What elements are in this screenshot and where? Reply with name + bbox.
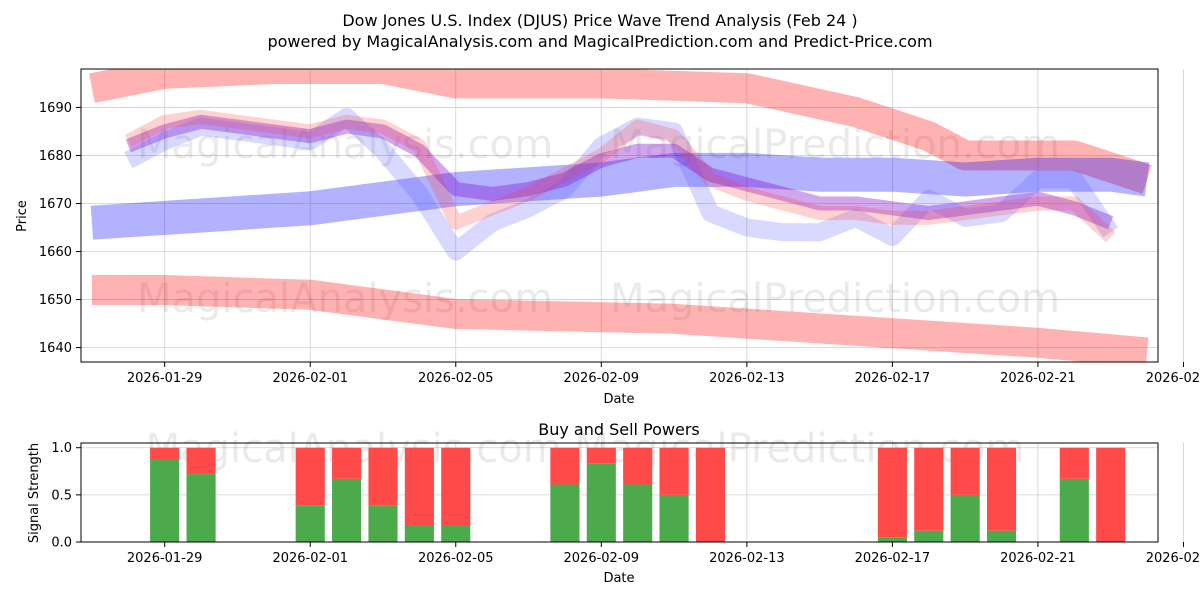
price-x-tick-label: 2026-02-17 — [855, 371, 931, 386]
sell-bar — [441, 447, 471, 526]
price-x-tick-label: 2026-02-25 — [1146, 371, 1200, 386]
signal-bars — [150, 447, 1126, 542]
sell-bar — [368, 447, 398, 506]
chart-title: Dow Jones U.S. Index (DJUS) Price Wave T… — [342, 11, 857, 30]
signal-frame — [80, 442, 1159, 543]
price-grid — [81, 69, 1184, 362]
sell-bar — [550, 447, 580, 485]
price-y-tick-label: 1640 — [39, 341, 72, 356]
buy-bar — [659, 494, 689, 542]
series-red-wave-c — [125, 110, 1116, 243]
signal-x-tick-label: 2026-02-17 — [855, 551, 931, 566]
price-x-tick-label: 2026-02-21 — [1000, 371, 1076, 386]
price-y-ticks: 1640 1650 1660 1670 1680 1690 — [39, 101, 81, 356]
sell-bar — [986, 447, 1017, 531]
price-y-tick-label: 1680 — [39, 149, 72, 164]
buy-bar — [368, 505, 398, 542]
sell-bar — [1059, 447, 1089, 479]
sell-bar — [623, 447, 653, 485]
signal-y-ticks: 0.0 0.5 1.0 — [51, 441, 81, 551]
price-y-tick-label: 1670 — [39, 197, 72, 212]
price-y-tick-label: 1660 — [39, 245, 72, 260]
signal-x-tick-label: 2026-02-05 — [418, 551, 494, 566]
sell-bar — [586, 447, 616, 464]
sell-bar — [186, 447, 216, 475]
buy-bar — [586, 463, 616, 542]
sell-bar — [332, 447, 362, 479]
watermark-3: MagicalAnalysis.com — [137, 276, 553, 322]
buy-bar — [150, 459, 180, 542]
series-purple-wave-a — [125, 114, 1114, 230]
price-plot-area — [81, 69, 1158, 362]
signal-y-tick-label: 0.0 — [51, 536, 72, 551]
signal-x-tick-label: 2026-02-25 — [1146, 551, 1200, 566]
buy-bar — [404, 525, 434, 542]
sell-bar — [404, 447, 434, 526]
buy-bar — [877, 537, 907, 542]
price-panel: MagicalAnalysis.com MagicalPrediction.co… — [15, 68, 1200, 407]
sell-bar — [877, 447, 907, 538]
chart-subtitle: powered by MagicalAnalysis.com and Magic… — [267, 32, 932, 51]
sell-bar — [950, 447, 980, 495]
price-y-tick-label: 1690 — [39, 101, 72, 116]
watermark-2: MagicalPrediction.com — [610, 122, 1060, 168]
signal-x-tick-label: 2026-01-29 — [127, 551, 203, 566]
series-red-upper-band — [88, 69, 1152, 194]
sell-bar — [914, 447, 944, 531]
buy-bar — [550, 484, 580, 542]
signal-x-tick-label: 2026-02-21 — [1000, 551, 1076, 566]
buy-bar — [950, 494, 980, 542]
price-x-tick-label: 2026-02-01 — [272, 371, 348, 386]
signal-x-label: Date — [603, 571, 634, 586]
buy-bar — [1059, 478, 1089, 542]
series-purple-wave-b — [124, 108, 1119, 261]
signal-x-tick-label: 2026-02-13 — [709, 551, 785, 566]
series-red-lower-band — [91, 275, 1149, 362]
buy-bar — [914, 530, 944, 542]
buy-bar — [186, 474, 216, 542]
buy-bar — [986, 530, 1017, 542]
signal-x-tick-label: 2026-02-01 — [272, 551, 348, 566]
price-frame — [80, 68, 1159, 363]
price-series — [88, 69, 1152, 362]
price-watermarks: MagicalAnalysis.com MagicalPrediction.co… — [137, 122, 1060, 322]
price-x-tick-label: 2026-01-29 — [127, 371, 203, 386]
buy-bar — [332, 478, 362, 542]
buy-bar — [441, 525, 471, 542]
sell-bar — [150, 447, 180, 460]
buy-bar — [623, 484, 653, 542]
watermark-1: MagicalAnalysis.com — [137, 122, 553, 168]
sell-bar — [659, 447, 689, 495]
watermark-4: MagicalPrediction.com — [610, 276, 1060, 322]
signal-y-tick-label: 1.0 — [51, 441, 72, 456]
price-x-ticks: 2026-01-29 2026-02-01 2026-02-05 2026-02-09… — [127, 362, 1200, 386]
price-y-tick-label: 1650 — [39, 293, 72, 308]
signal-x-tick-label: 2026-02-09 — [564, 551, 640, 566]
signal-title: Buy and Sell Powers — [538, 420, 700, 439]
series-blue-main-band — [90, 152, 1150, 240]
signal-panel: Buy and Sell Powers MagicalAnalysis.com … — [27, 420, 1200, 586]
buy-bar — [295, 505, 325, 542]
signal-y-label: Signal Strength — [27, 443, 42, 543]
price-x-tick-label: 2026-02-05 — [418, 371, 494, 386]
sell-bar — [295, 447, 325, 506]
signal-x-ticks: 2026-01-29 2026-02-01 2026-02-05 2026-02-09… — [127, 542, 1200, 566]
price-x-tick-label: 2026-02-09 — [564, 371, 640, 386]
price-x-tick-label: 2026-02-13 — [709, 371, 785, 386]
price-x-label: Date — [603, 392, 634, 407]
sell-bar — [695, 447, 726, 542]
price-y-label: Price — [15, 200, 30, 232]
sell-bar — [1096, 447, 1126, 542]
signal-y-tick-label: 0.5 — [51, 488, 72, 503]
